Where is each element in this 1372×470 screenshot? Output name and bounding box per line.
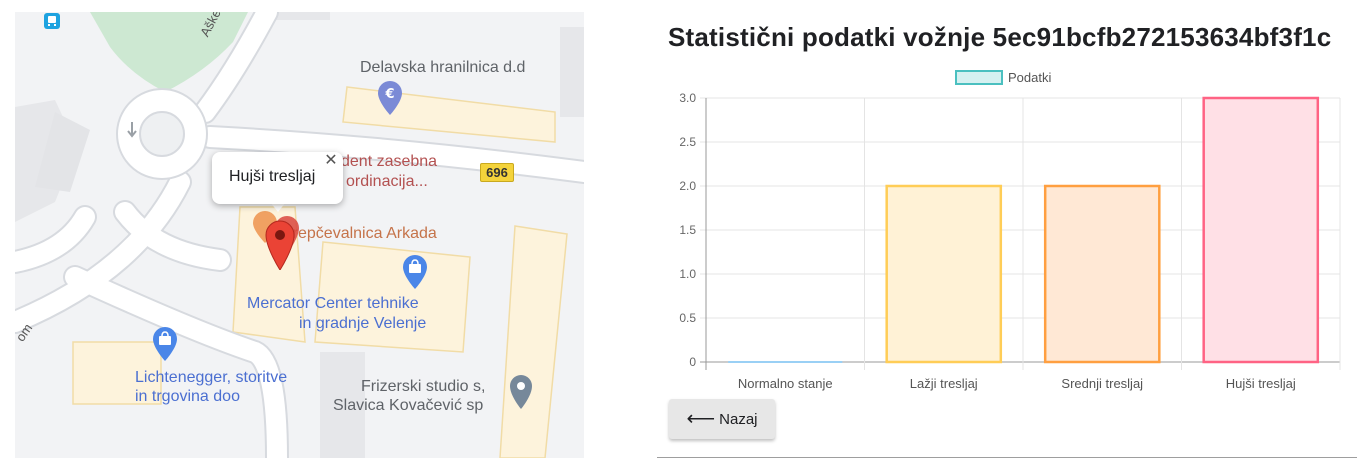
bar (1043, 184, 1161, 364)
back-button[interactable]: ⟵ Nazaj (669, 399, 775, 439)
arrow-left-icon: ⟵ (686, 408, 716, 430)
place-label-frizerski-1[interactable]: Frizerski studio s, (361, 378, 486, 395)
y-tick-label: 1.0 (679, 267, 696, 281)
bar-chart: 0 0.5 1.0 1.5 2.0 2.5 3.0 Normalno stanje Lažji … (679, 70, 1341, 391)
marker-popup: Hujši tresljaj ✕ (212, 152, 343, 204)
y-tick-label: 0 (689, 355, 696, 369)
shopping-bag-icon[interactable] (401, 254, 429, 290)
route-number-badge: 696 (480, 163, 514, 182)
map-view[interactable]: Aškerčeva om Delavska hranilnica d.d € d… (15, 12, 584, 458)
popup-text: Hujši tresljaj (229, 168, 316, 185)
close-icon[interactable]: ✕ (324, 152, 338, 169)
popup-tail (270, 202, 286, 212)
back-button-label: Nazaj (719, 410, 758, 428)
euro-bank-icon[interactable]: € (376, 80, 404, 116)
shopping-bag-icon[interactable] (151, 326, 179, 362)
bar (885, 184, 1003, 364)
location-pin-icon[interactable] (508, 374, 534, 410)
x-tick-label: Hujši tresljaj (1226, 376, 1296, 391)
y-tick-label: 1.5 (679, 223, 696, 237)
red-marker-icon[interactable] (263, 204, 303, 270)
legend-label: Podatki (1008, 70, 1051, 85)
place-label-mercator-1[interactable]: Mercator Center tehnike (247, 295, 419, 312)
y-tick-label: 3.0 (679, 91, 696, 105)
y-tick-label: 2.5 (679, 135, 696, 149)
bar (1202, 96, 1320, 364)
place-label-lichtenegger-1[interactable]: Lichtenegger, storitve (135, 369, 288, 386)
bus-stop-icon[interactable] (43, 12, 61, 30)
place-label-mercator-2[interactable]: in gradnje Velenje (299, 315, 427, 332)
chart-title: Statistični podatki vožnje 5ec91bcfb2721… (668, 22, 1332, 52)
place-label-krepcevalnica[interactable]: Krepčevalnica Arkada (282, 225, 437, 242)
x-tick-label: Lažji tresljaj (910, 376, 978, 391)
place-label-dent-1[interactable]: dent zasebna (341, 153, 438, 170)
svg-text:€: € (384, 87, 394, 102)
place-label-delavska[interactable]: Delavska hranilnica d.d (360, 59, 526, 76)
x-tick-label: Srednji tresljaj (1061, 376, 1143, 391)
legend-swatch (955, 70, 1003, 85)
divider (657, 457, 1357, 458)
map-base (15, 12, 584, 458)
y-tick-label: 0.5 (679, 311, 696, 325)
place-label-lichtenegger-2[interactable]: in trgovina doo (135, 388, 240, 405)
place-label-dent-2[interactable]: ordinacija... (346, 173, 428, 190)
y-tick-label: 2.0 (679, 179, 696, 193)
x-tick-label: Normalno stanje (738, 376, 833, 391)
place-label-frizerski-2[interactable]: Slavica Kovačević sp (333, 397, 484, 414)
